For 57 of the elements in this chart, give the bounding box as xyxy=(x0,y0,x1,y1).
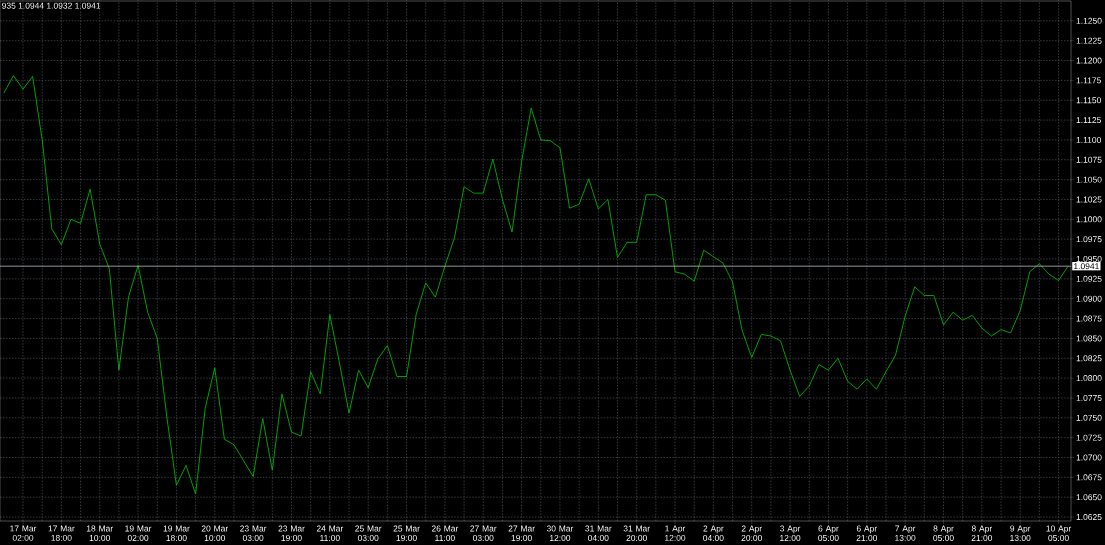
y-tick-label: 1.1250 xyxy=(1076,17,1102,24)
x-tick-label: 23 Mar 19:00 xyxy=(278,525,305,541)
x-tick-label: 31 Mar 04:00 xyxy=(585,525,612,541)
y-tick-label: 1.1075 xyxy=(1076,156,1102,163)
y-tick-label: 1.1150 xyxy=(1076,97,1101,104)
y-tick-label: 1.1000 xyxy=(1076,216,1102,223)
x-tick-label: 19 Mar 02:00 xyxy=(125,525,152,541)
y-tick-label: 1.0825 xyxy=(1076,355,1102,362)
x-tick-label: 17 Mar 18:00 xyxy=(48,525,75,541)
x-tick-label: 30 Mar 12:00 xyxy=(546,525,574,541)
x-tick-label: 8 Apr 21:00 xyxy=(971,525,993,541)
y-tick-label: 1.0925 xyxy=(1076,275,1102,282)
line-series xyxy=(3,75,1069,495)
y-tick-label: 1.1050 xyxy=(1076,176,1102,183)
y-tick-label: 1.0950 xyxy=(1076,256,1102,262)
y-tick-label: 1.0775 xyxy=(1076,394,1102,401)
y-tick-label: 1.1025 xyxy=(1076,196,1102,203)
y-tick-label: 1.1175 xyxy=(1076,77,1101,84)
y-tick-label: 1.0875 xyxy=(1076,315,1102,322)
x-tick-label: 1 Apr 12:00 xyxy=(665,525,686,541)
y-tick-label: 1.0750 xyxy=(1076,414,1102,421)
y-tick-label: 1.1200 xyxy=(1076,57,1102,64)
y-tick-label: 1.0850 xyxy=(1076,335,1102,342)
x-tick-label: 24 Mar 11:00 xyxy=(316,525,344,541)
y-tick-label: 1.0725 xyxy=(1076,434,1102,441)
ref-line-label: 1.0941 xyxy=(1074,263,1099,270)
x-tick-label: 3 Apr 12:00 xyxy=(780,525,801,541)
annotation: 935 1.0944 1.0932 1.0941 xyxy=(2,2,101,9)
x-tick-label: 25 Mar 19:00 xyxy=(393,525,420,541)
y-tick-label: 1.0625 xyxy=(1076,514,1102,521)
x-tick-label: 2 Apr 20:00 xyxy=(741,525,762,541)
x-tick-label: 27 Mar 03:00 xyxy=(470,525,497,541)
y-tick-label: 1.1125 xyxy=(1076,117,1101,124)
x-tick-label: 23 Mar 03:00 xyxy=(240,525,267,541)
x-tick-label: 18 Mar 10:00 xyxy=(86,525,113,541)
y-tick-label: 1.1100 xyxy=(1076,136,1101,143)
y-tick-label: 1.0675 xyxy=(1076,474,1102,481)
x-tick-label: 8 Apr 05:00 xyxy=(933,525,954,541)
y-tick-label: 1.0975 xyxy=(1076,236,1102,243)
x-tick-label: 26 Mar 11:00 xyxy=(431,525,459,541)
x-tick-label: 6 Apr 21:00 xyxy=(856,525,878,541)
x-tick-label: 20 Mar 10:00 xyxy=(201,525,229,541)
y-tick-label: 1.1225 xyxy=(1076,37,1102,44)
x-tick-label: 19 Mar 18:00 xyxy=(163,525,190,541)
y-tick-label: 1.0900 xyxy=(1076,295,1102,302)
x-tick-label: 2 Apr 04:00 xyxy=(703,525,724,541)
x-tick-label: 25 Mar 03:00 xyxy=(355,525,382,541)
x-tick-label: 27 Mar 19:00 xyxy=(508,525,535,541)
y-tick-label: 1.0800 xyxy=(1076,375,1102,382)
x-tick-label: 7 Apr 13:00 xyxy=(895,525,916,541)
x-tick-label: 10 Apr 05:00 xyxy=(1046,525,1072,541)
y-tick-label: 1.0700 xyxy=(1076,454,1102,461)
x-tick-label: 6 Apr 05:00 xyxy=(818,525,839,541)
x-tick-label: 9 Apr 13:00 xyxy=(1010,525,1031,541)
x-tick-label: 17 Mar 02:00 xyxy=(10,525,37,541)
x-tick-label: 31 Mar 20:00 xyxy=(623,525,650,541)
y-tick-label: 1.0650 xyxy=(1076,494,1102,501)
